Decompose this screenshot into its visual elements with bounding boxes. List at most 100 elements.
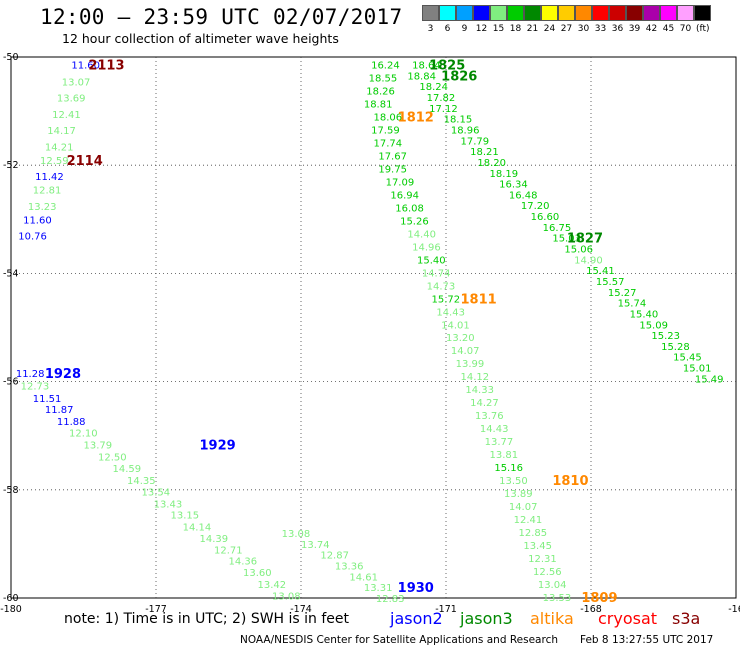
legend-value: 6: [444, 24, 451, 34]
wave-height-value: 15.26: [400, 216, 429, 227]
wave-height-value: 14.40: [407, 229, 436, 240]
wave-height-value: 16.60: [531, 212, 560, 223]
wave-height-value: 13.15: [171, 511, 200, 522]
wave-height-value: 18.21: [470, 147, 499, 158]
wave-height-value: 12.71: [214, 545, 243, 556]
legend-value: 15: [492, 24, 505, 34]
wave-height-value: 13.08: [282, 529, 311, 540]
pass-label: 2113: [88, 59, 124, 74]
wave-height-value: 16.34: [499, 180, 528, 191]
wave-height-value: 14.35: [127, 476, 156, 487]
legend-value: 9: [461, 24, 468, 34]
wave-height-value: 15.57: [596, 277, 625, 288]
wave-height-value: 15.74: [618, 299, 647, 310]
x-tick-label: -16: [728, 604, 740, 615]
wave-height-value: 18.84: [407, 71, 436, 82]
wave-height-value: 15.40: [630, 309, 659, 320]
page-title: 12:00 – 23:59 UTC 02/07/2017: [40, 5, 403, 29]
wave-height-value: 12.73: [21, 381, 50, 392]
legend-value: 45: [662, 24, 675, 34]
wave-height-value: 14.07: [451, 346, 480, 357]
wave-height-value: 13.99: [456, 359, 485, 370]
wave-height-value: 18.64: [412, 61, 441, 72]
wave-height-value: 15.16: [494, 463, 523, 474]
y-tick-label: -58: [3, 485, 19, 496]
pass-label: 1930: [398, 581, 434, 596]
x-tick-label: -168: [580, 604, 602, 615]
legend-value: 18: [509, 24, 522, 34]
wave-height-value: 13.77: [485, 437, 514, 448]
wave-height-value: 13.31: [364, 583, 393, 594]
wave-height-value: 15.72: [432, 294, 461, 305]
legend-swatch: [456, 5, 473, 21]
wave-height-value: 17.79: [461, 136, 490, 147]
wave-height-value: 14.39: [200, 534, 229, 545]
wave-height-value: 13.54: [142, 487, 171, 498]
wave-height-value: 12.56: [533, 567, 562, 578]
legend-value: 12: [475, 24, 488, 34]
wave-height-value: 15.03: [552, 234, 581, 245]
wave-height-value: 13.76: [475, 411, 504, 422]
wave-height-value: 18.26: [366, 87, 395, 98]
legend-swatch: [473, 5, 490, 21]
legend-value: 33: [594, 24, 607, 34]
pass-label: 1809: [581, 591, 617, 606]
legend-swatch: [609, 5, 626, 21]
legend-swatch: [507, 5, 524, 21]
wave-height-value: 13.50: [499, 476, 528, 487]
legend-value: 27: [560, 24, 573, 34]
wave-height-value: 18.15: [444, 115, 473, 126]
legend-value: 3: [427, 24, 434, 34]
legend-swatch: [541, 5, 558, 21]
wave-height-value: 18.24: [419, 82, 448, 93]
page-subtitle: 12 hour collection of altimeter wave hei…: [62, 31, 339, 46]
wave-height-value: 18.81: [364, 100, 393, 111]
legend-swatch: [490, 5, 507, 21]
legend-value: 21: [526, 24, 539, 34]
pass-label: 1811: [461, 292, 497, 307]
wave-height-value: 16.75: [543, 223, 572, 234]
wave-height-value: 12.85: [519, 528, 548, 539]
wave-height-value: 12.81: [33, 186, 62, 197]
wave-height-value: 12.83: [376, 594, 405, 605]
wave-height-value: 17.20: [521, 201, 550, 212]
wave-height-value: 12.10: [69, 428, 98, 439]
wave-height-value: 13.81: [490, 450, 519, 461]
wave-height-value: 15.28: [661, 342, 690, 353]
wave-height-value: 11.51: [33, 394, 62, 405]
wave-height-value: 18.96: [451, 125, 480, 136]
wave-height-value: 14.36: [229, 557, 258, 568]
satellite-jason2: jason2: [390, 609, 443, 628]
wave-height-value: 13.43: [154, 499, 183, 510]
legend-unit: (ft): [696, 24, 710, 34]
pass-label: 2114: [67, 154, 103, 169]
legend-swatch: [643, 5, 660, 21]
x-tick-label: -177: [145, 604, 167, 615]
wave-height-value: 14.17: [47, 126, 76, 137]
wave-height-value: 13.08: [272, 591, 301, 602]
wave-height-value: 19.75: [378, 164, 407, 175]
legend-value: 70: [679, 24, 692, 34]
pass-label: 1827: [567, 232, 603, 247]
legend-swatch: [422, 5, 439, 21]
wave-height-value: 14.59: [113, 464, 142, 475]
wave-height-value: 11.42: [35, 172, 64, 183]
legend-swatch: [439, 5, 456, 21]
wave-height-value: 16.48: [509, 190, 538, 201]
wave-height-value: 14.33: [465, 385, 494, 396]
legend-swatch: [677, 5, 694, 21]
legend-value: 30: [577, 24, 590, 34]
wave-height-value: 14.14: [183, 523, 212, 534]
pass-label: 1810: [552, 474, 588, 489]
pass-label: 1812: [398, 111, 434, 126]
wave-height-value: 13.07: [62, 77, 91, 88]
wave-height-value: 11.88: [57, 417, 86, 428]
wave-height-value: 13.53: [543, 593, 572, 604]
wave-height-value: 13.60: [243, 568, 272, 579]
pass-label: 1928: [45, 367, 81, 382]
y-tick-label: -52: [3, 160, 19, 171]
legend-swatch: [592, 5, 609, 21]
wave-height-value: 13.89: [504, 489, 533, 500]
credit-text: NOAA/NESDIS Center for Satellite Applica…: [240, 634, 558, 646]
